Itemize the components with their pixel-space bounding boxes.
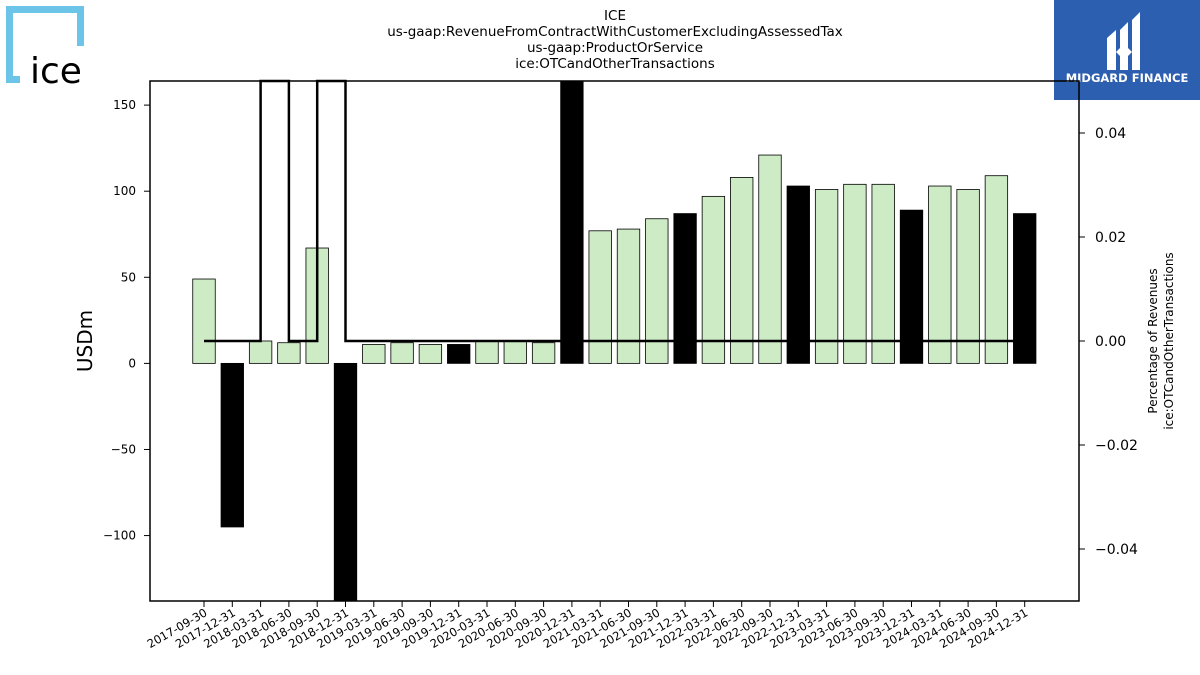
chart-title: ICE us-gaap:RevenueFromContractWithCusto… — [387, 8, 843, 72]
y2-axis-ticks: −0.04 −0.02 0.00 0.02 0.04 — [1079, 126, 1138, 558]
bar-2023-09-30 — [871, 183, 895, 364]
y2-axis-label-line-1: Percentage of Revenues — [1146, 268, 1160, 413]
midgard-logo-text: MIDGARD FINANCE — [1066, 71, 1189, 85]
title-line-2: us-gaap:RevenueFromContractWithCustomerE… — [387, 24, 843, 40]
bar-2022-06-30 — [730, 177, 754, 364]
percentage-line — [204, 79, 1025, 343]
bar-series — [192, 80, 1037, 602]
y-tick-label: 0 — [128, 356, 136, 370]
bar-2024-06-30 — [956, 189, 980, 364]
bar-2018-12-31 — [333, 362, 358, 602]
bar-2024-12-31 — [1013, 213, 1037, 364]
ice-logo-text: ice — [30, 51, 82, 92]
y-tick-label: 100 — [113, 184, 136, 198]
title-line-1: ICE — [604, 8, 626, 24]
y2-tick-label: 0.04 — [1095, 126, 1126, 142]
bar-2024-09-30 — [984, 175, 1009, 364]
percentage-line-series — [204, 79, 1025, 343]
bar-2020-09-30 — [531, 342, 556, 364]
bar-2022-09-30 — [758, 154, 782, 364]
midgard-emblem-icon — [1107, 12, 1140, 70]
y2-tick-label: 0.02 — [1095, 230, 1126, 246]
bar-2023-12-31 — [899, 209, 924, 364]
y-tick-label: 50 — [121, 270, 136, 284]
bar-2021-06-30 — [616, 228, 641, 364]
y2-tick-label: 0.00 — [1095, 334, 1126, 350]
y-axis-label: USDm — [73, 310, 97, 372]
bar-2017-12-31 — [220, 362, 244, 528]
bar-2019-12-31 — [447, 344, 471, 364]
bar-2018-06-30 — [277, 342, 301, 364]
y2-axis-label-line-2: ice:OTCandOtherTransactions — [1162, 252, 1176, 429]
y2-axis-label: Percentage of Revenues ice:OTCandOtherTr… — [1146, 252, 1176, 429]
plot-frame — [149, 80, 1080, 602]
ice-logo: ice — [6, 6, 84, 92]
y2-tick-label: −0.02 — [1095, 438, 1138, 454]
bar-2021-03-31 — [588, 230, 612, 364]
bar-2022-12-31 — [786, 185, 810, 364]
bar-2019-09-30 — [418, 344, 443, 364]
y-tick-label: −50 — [111, 442, 136, 456]
bar-2020-12-31 — [560, 80, 584, 364]
y-tick-label: −100 — [103, 529, 136, 543]
title-line-3: us-gaap:ProductOrService — [527, 40, 703, 56]
y2-tick-label: −0.04 — [1095, 542, 1138, 558]
bar-2022-03-31 — [701, 195, 726, 364]
x-axis-ticks: 2017-09-302017-12-312018-03-312018-06-30… — [145, 601, 1030, 651]
bar-2023-06-30 — [843, 183, 867, 364]
bar-2019-06-30 — [390, 342, 414, 364]
bar-2021-12-31 — [673, 213, 697, 364]
midgard-finance-logo: MIDGARD FINANCE — [1054, 0, 1200, 100]
bar-2024-03-31 — [928, 185, 952, 364]
y-axis-ticks: −100 −50 0 50 100 150 — [103, 98, 150, 543]
title-line-4: ice:OTCandOtherTransactions — [515, 56, 715, 72]
bar-2021-09-30 — [645, 218, 669, 364]
bar-2020-03-31 — [475, 340, 499, 364]
bar-2017-09-30 — [192, 278, 216, 364]
bar-2018-03-31 — [248, 340, 273, 364]
bar-2019-03-31 — [362, 344, 386, 364]
bar-2023-03-31 — [814, 189, 839, 364]
bar-2020-06-30 — [503, 340, 527, 364]
y-tick-label: 150 — [113, 98, 136, 112]
